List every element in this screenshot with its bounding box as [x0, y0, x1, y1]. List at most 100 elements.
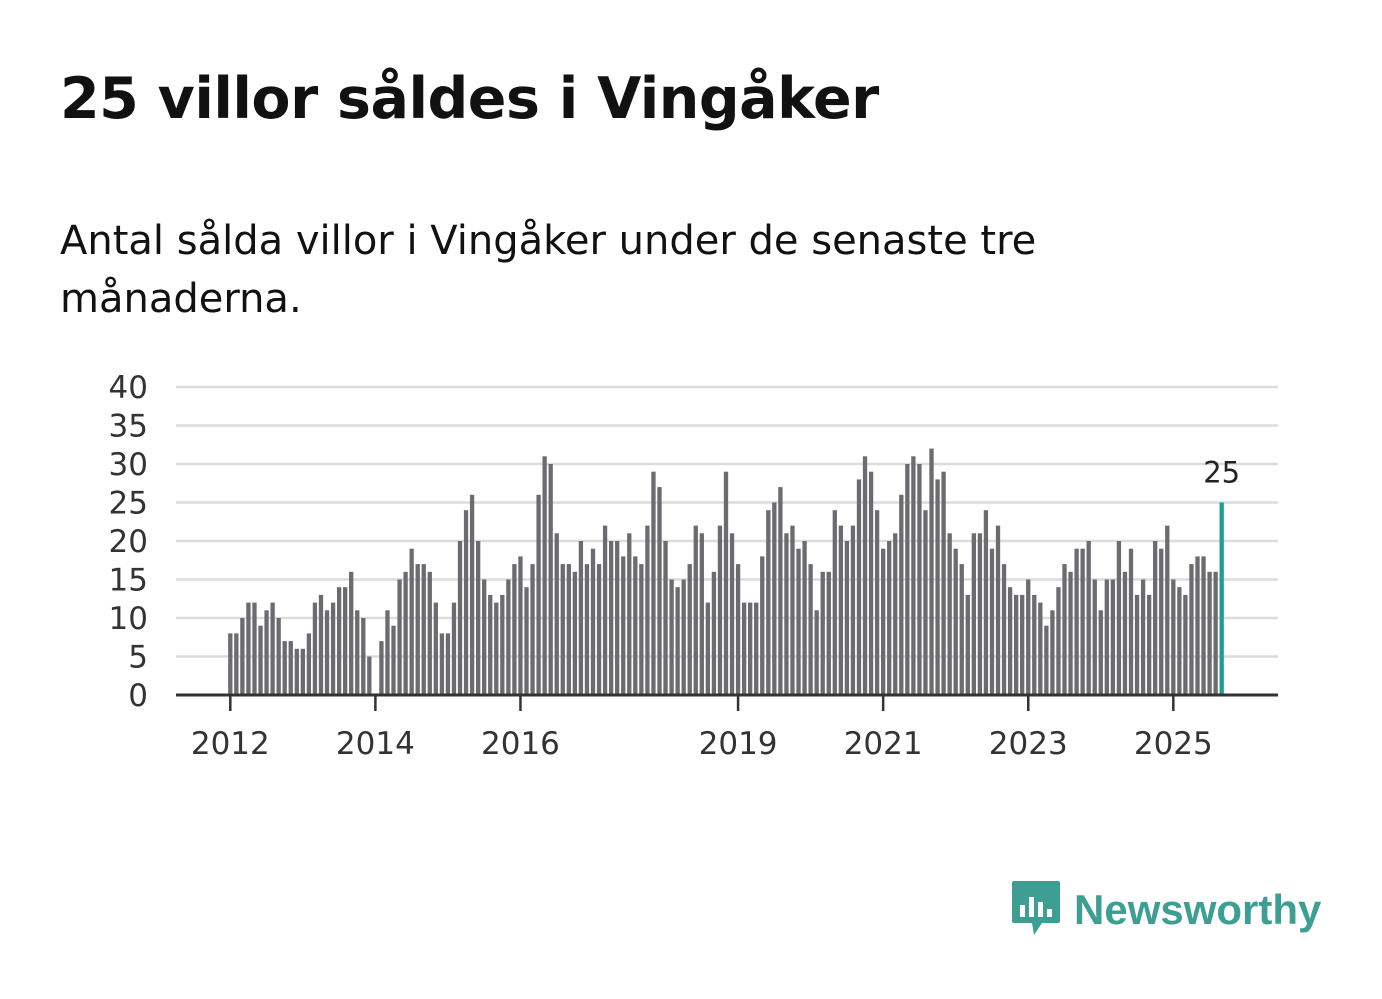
bar [965, 594, 970, 695]
bar [687, 564, 692, 695]
bar [778, 487, 783, 695]
bar [1026, 579, 1031, 695]
bar [639, 564, 644, 695]
bar [1044, 625, 1049, 695]
y-tick-label: 5 [128, 640, 148, 676]
bar [772, 502, 777, 695]
bar [705, 602, 711, 695]
brand-name: Newsworthy [1074, 886, 1322, 933]
bar [590, 548, 596, 695]
bar [802, 541, 807, 695]
bar [699, 533, 704, 695]
bar [463, 510, 469, 695]
x-tick-label: 2021 [844, 726, 923, 762]
bar [675, 587, 680, 695]
bar [312, 602, 318, 695]
bar [657, 487, 662, 695]
bar [506, 579, 511, 695]
bar [228, 633, 233, 695]
bar [276, 618, 281, 695]
bar [566, 564, 571, 695]
bar [367, 656, 372, 695]
brand-logo: Newsworthy [1010, 878, 1321, 942]
bar [669, 579, 674, 695]
bar [627, 533, 632, 695]
bar [258, 625, 263, 695]
x-tick-label: 2023 [989, 726, 1068, 762]
bar [862, 456, 868, 695]
bar [349, 571, 354, 695]
bar [397, 579, 402, 695]
bar [826, 571, 831, 695]
y-tick-label: 10 [109, 601, 148, 637]
bar [469, 494, 475, 695]
bar [246, 602, 251, 695]
bar [868, 471, 874, 695]
bar [379, 641, 384, 695]
bar [1020, 594, 1025, 695]
bar [318, 594, 324, 695]
y-tick-label: 35 [109, 409, 148, 445]
bar [947, 533, 952, 695]
bar [1110, 579, 1116, 695]
chart-title: 25 villor såldes i Vingåker [60, 66, 879, 132]
bar [1140, 579, 1146, 695]
bar [596, 564, 602, 695]
bar [488, 594, 493, 695]
bar [893, 533, 898, 695]
highlight-value-label: 25 [1203, 456, 1240, 490]
bar [633, 556, 638, 695]
bar [1171, 579, 1176, 695]
bar [717, 525, 723, 695]
bar [240, 618, 245, 695]
bar [602, 525, 608, 695]
bar [608, 541, 614, 695]
bar [645, 525, 650, 695]
bar [403, 571, 408, 695]
bar [760, 556, 765, 695]
bar [1165, 525, 1170, 695]
bar [977, 533, 983, 695]
bar [288, 641, 293, 695]
bar [790, 525, 795, 695]
bar [1177, 587, 1182, 695]
bar [494, 602, 499, 695]
bar [621, 556, 626, 695]
bar [445, 633, 451, 695]
newsworthy-logo-icon [1012, 881, 1060, 935]
bar [874, 510, 880, 695]
bar [1098, 610, 1103, 695]
bar [814, 610, 819, 695]
bar [953, 548, 958, 695]
bar [324, 610, 330, 695]
bar [899, 494, 904, 695]
bar [651, 471, 656, 695]
bar [415, 564, 420, 695]
bar [887, 541, 892, 695]
bar [923, 510, 928, 695]
bar [1092, 579, 1097, 695]
bar [1038, 602, 1043, 695]
bar [306, 633, 312, 695]
bar [681, 579, 686, 695]
bar [1014, 594, 1019, 695]
bar [905, 464, 910, 695]
bar [844, 541, 850, 695]
bar [294, 648, 299, 695]
bar [1183, 594, 1188, 695]
bar [1153, 541, 1158, 695]
bar [536, 494, 541, 695]
bar [572, 571, 578, 695]
x-tick-label: 2016 [481, 726, 560, 762]
bar [1122, 571, 1128, 695]
bar [439, 633, 445, 695]
bar [457, 541, 463, 695]
bar [252, 602, 257, 695]
bar [1062, 564, 1067, 695]
bar [343, 587, 348, 695]
bar [482, 579, 487, 695]
bar [1213, 571, 1218, 695]
bar [995, 525, 1001, 695]
